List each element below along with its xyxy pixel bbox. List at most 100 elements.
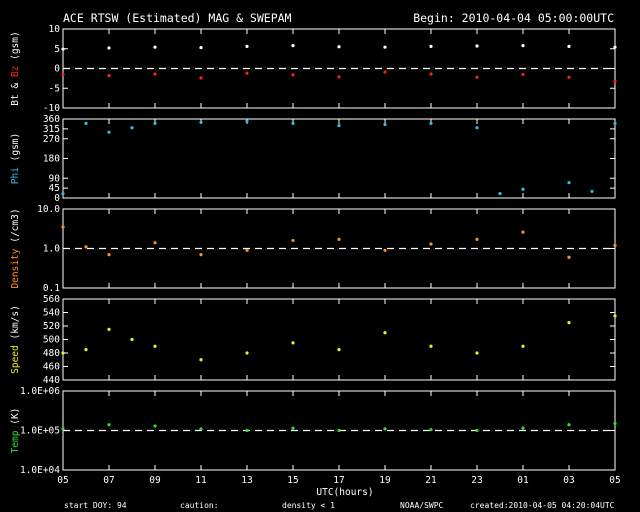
- data-point: [475, 428, 479, 433]
- y-tick-label: 0.1: [43, 283, 60, 294]
- start-doy: start DOY: 94: [64, 501, 127, 510]
- data-point: [567, 423, 571, 427]
- data-point: [291, 121, 295, 125]
- data-point: [199, 427, 203, 431]
- data-point: [107, 74, 111, 78]
- data-point: [429, 428, 433, 432]
- y-tick-label: 45: [49, 183, 60, 194]
- data-point: [245, 119, 249, 123]
- data-point: [107, 130, 111, 134]
- y-tick-label: 460: [43, 362, 60, 373]
- data-point: [245, 248, 249, 252]
- y-tick-label: 360: [43, 114, 60, 125]
- data-point: [107, 253, 111, 257]
- data-point: [383, 70, 387, 74]
- data-point: [61, 192, 65, 196]
- x-axis-label: UTC(hours): [316, 487, 373, 498]
- data-point: [153, 424, 157, 428]
- data-point: [475, 44, 479, 48]
- data-point: [291, 43, 295, 48]
- data-point: [521, 426, 525, 430]
- data-point: [475, 126, 479, 130]
- data-point: [153, 45, 157, 49]
- data-point: [153, 241, 157, 245]
- data-point: [107, 46, 111, 50]
- chart-title: ACE RTSW (Estimated) MAG & SWEPAM: [63, 11, 292, 25]
- data-point: [107, 327, 111, 331]
- data-point: [613, 421, 617, 426]
- data-point: [613, 45, 617, 49]
- y-tick-label: 270: [43, 134, 60, 145]
- data-point: [61, 47, 65, 51]
- data-point: [291, 238, 295, 243]
- data-point: [521, 187, 525, 191]
- x-tick-label: 05: [57, 475, 68, 486]
- data-point: [429, 44, 433, 48]
- series-temp: [61, 421, 617, 433]
- y-tick-label: 10.0: [37, 204, 60, 215]
- data-point: [130, 126, 134, 130]
- data-point: [567, 75, 571, 79]
- data-point: [383, 122, 387, 127]
- data-point: [199, 45, 203, 50]
- caution-label: caution:: [180, 501, 219, 510]
- data-point: [521, 230, 525, 234]
- y-tick-label: 315: [43, 124, 60, 135]
- data-point: [61, 225, 65, 229]
- y-tick-label: 440: [43, 375, 60, 386]
- data-point: [383, 331, 387, 335]
- data-point: [498, 192, 502, 196]
- data-point: [84, 245, 88, 249]
- y-tick-label: 0: [54, 193, 60, 204]
- data-point: [245, 71, 249, 75]
- data-point: [475, 237, 479, 241]
- data-point: [613, 121, 617, 125]
- x-tick-label: 15: [287, 475, 298, 486]
- y-tick-label: 5: [54, 44, 60, 55]
- data-point: [475, 75, 479, 79]
- data-point: [337, 428, 341, 433]
- data-point: [291, 341, 295, 345]
- data-point: [291, 426, 295, 430]
- panel-mag: -10 -5 0 5 10 Bt & Bz (gsm): [10, 24, 617, 114]
- x-tick-label: 11: [195, 475, 207, 486]
- data-point: [61, 72, 65, 77]
- data-point: [84, 348, 88, 352]
- data-point: [521, 43, 525, 48]
- data-point: [337, 348, 341, 352]
- y-tick-label: 90: [49, 173, 61, 184]
- panel-frame: [62, 298, 616, 381]
- y-tick-label: 540: [43, 308, 60, 319]
- y-tick-label: 500: [43, 335, 60, 346]
- data-point: [429, 344, 433, 348]
- data-point: [153, 344, 157, 348]
- data-point: [337, 123, 341, 128]
- data-point: [107, 423, 111, 427]
- data-point: [383, 427, 387, 431]
- density-note: density < 1: [282, 501, 335, 510]
- data-point: [337, 45, 341, 49]
- data-point: [199, 120, 203, 124]
- panel-density: 0.1 1.0 10.0 Density (/cm3): [10, 204, 617, 294]
- data-point: [613, 314, 617, 318]
- data-point: [613, 79, 617, 84]
- data-point: [383, 45, 387, 49]
- series-phi: [61, 119, 617, 196]
- data-point: [567, 44, 571, 48]
- series-speed: [61, 314, 617, 362]
- x-tick-label: 17: [333, 475, 344, 486]
- data-point: [613, 243, 617, 247]
- data-point: [337, 237, 341, 241]
- data-point: [199, 253, 203, 257]
- x-tick-label: 19: [379, 475, 391, 486]
- x-tick-label: 23: [471, 475, 482, 486]
- data-point: [153, 121, 157, 125]
- data-point: [61, 427, 65, 431]
- data-point: [245, 351, 249, 355]
- y-axis-label-phi: Phi (gsm): [10, 133, 21, 185]
- data-point: [199, 76, 203, 80]
- panel-temp: 1.0E+04 1.0E+05 1.0E+06 Temp (K) 05 07 09 11 13 1…: [10, 386, 621, 486]
- data-point: [429, 72, 433, 76]
- data-point: [153, 72, 157, 76]
